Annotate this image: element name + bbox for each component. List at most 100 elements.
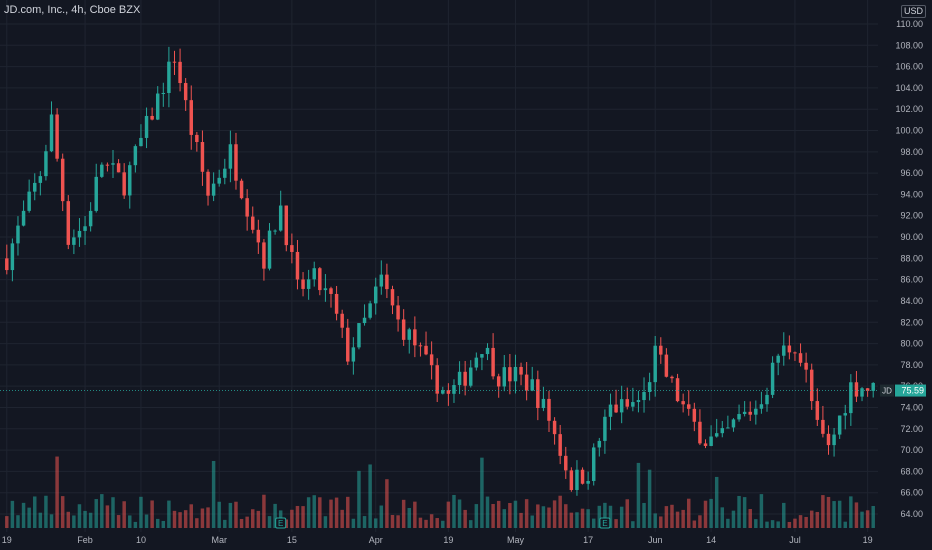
volume-bar — [44, 495, 48, 528]
volume-bar — [116, 515, 121, 528]
volume-bar — [413, 501, 417, 528]
candle-body — [251, 216, 255, 230]
volume-bar — [709, 498, 713, 528]
volume-bar — [66, 511, 71, 528]
candle-body — [94, 176, 98, 211]
price-tick-label: 110.00 — [896, 19, 923, 29]
candle-body — [435, 365, 439, 394]
volume-bar — [424, 519, 428, 528]
time-tick-label: Mar — [211, 535, 227, 545]
candle-body — [27, 191, 31, 211]
volume-bar — [284, 519, 289, 528]
volume-bar — [368, 464, 372, 528]
candle-body — [731, 419, 736, 428]
time-axis[interactable]: 19 Feb 10 Mar 15 Apr 19 May 17 Jun 14 Jul 19 — [0, 532, 932, 550]
volume-bar — [625, 499, 629, 528]
candle-body — [809, 369, 814, 402]
volume-bar — [670, 504, 674, 528]
candle-body — [301, 279, 305, 289]
volume-bar — [457, 499, 462, 528]
candle-body — [675, 378, 680, 402]
volume-bar — [228, 502, 233, 528]
volume-bar — [597, 505, 602, 528]
candle-body — [72, 237, 76, 245]
volume-bar — [94, 499, 98, 528]
volume-bar — [357, 470, 361, 528]
volume-bar — [474, 504, 479, 528]
candle-body — [709, 436, 713, 446]
candle-body — [804, 362, 808, 370]
volume-bar — [49, 514, 54, 528]
time-tick-label: 19 — [863, 535, 873, 545]
volume-bar — [329, 499, 333, 528]
candle-body — [223, 168, 227, 178]
volume-bar — [234, 501, 238, 528]
volume-bar — [793, 518, 797, 528]
candle-body — [720, 428, 725, 434]
candle-body — [580, 469, 585, 484]
candle-body — [603, 416, 607, 441]
volume-bar — [245, 516, 249, 528]
candle-body — [172, 61, 177, 63]
price-tick-label: 68.00 — [900, 466, 923, 476]
price-axis[interactable]: 64.0066.0068.0070.0072.0074.0076.0078.00… — [878, 0, 932, 550]
earnings-marker-label: E — [278, 519, 283, 528]
candle-body — [776, 355, 780, 363]
volume-bar — [223, 519, 227, 528]
candle-body — [703, 443, 708, 446]
volume-bar — [513, 500, 518, 528]
candle-body — [826, 433, 831, 446]
volume-bar — [642, 502, 646, 528]
candle-body — [77, 230, 82, 238]
candle-body — [368, 303, 372, 318]
candle-body — [552, 420, 557, 435]
volume-bar — [379, 505, 384, 528]
volume-bar — [742, 497, 747, 528]
candle-body — [860, 388, 864, 397]
candle-body — [401, 319, 406, 340]
volume-bar — [441, 520, 445, 528]
candle-body — [105, 164, 110, 166]
volume-bar — [619, 506, 624, 528]
candle-body — [837, 415, 842, 435]
candle-body — [871, 382, 875, 391]
volume-bar — [564, 504, 568, 528]
candle-body — [211, 183, 216, 196]
candle-body — [200, 142, 205, 172]
candle-body — [519, 366, 523, 375]
price-tick-label: 104.00 — [895, 83, 923, 93]
candle-body — [754, 408, 758, 415]
candle-body — [357, 323, 361, 348]
volume-bar — [536, 504, 540, 528]
price-tick-label: 66.00 — [900, 488, 923, 498]
volume-bar — [306, 497, 311, 528]
candle-body — [346, 327, 350, 362]
candle-body — [647, 382, 652, 393]
candle-body — [821, 419, 825, 434]
volume-bar — [38, 512, 43, 528]
volume-bar — [111, 497, 115, 528]
candle-body — [692, 408, 697, 422]
candle-body — [38, 176, 43, 183]
last-price-indicator: JD 75.59 — [0, 384, 926, 397]
candle-body — [183, 83, 188, 101]
volume-bar — [586, 509, 590, 528]
volume-bar — [614, 519, 618, 528]
price-candles — [5, 46, 875, 496]
candle-body — [340, 313, 344, 328]
candle-body — [748, 411, 752, 415]
candle-body — [524, 374, 529, 391]
volume-bar — [508, 503, 512, 528]
candle-body — [83, 226, 87, 231]
candle-body — [284, 205, 289, 246]
candle-body — [133, 146, 138, 166]
volume-bar — [547, 507, 551, 528]
candle-body — [513, 366, 518, 382]
candle-body — [530, 379, 534, 391]
candle-body — [558, 434, 562, 456]
currency-label[interactable]: USD — [900, 5, 926, 18]
candle-body — [575, 469, 579, 490]
candle-body — [66, 201, 71, 245]
volume-bar — [469, 520, 473, 528]
